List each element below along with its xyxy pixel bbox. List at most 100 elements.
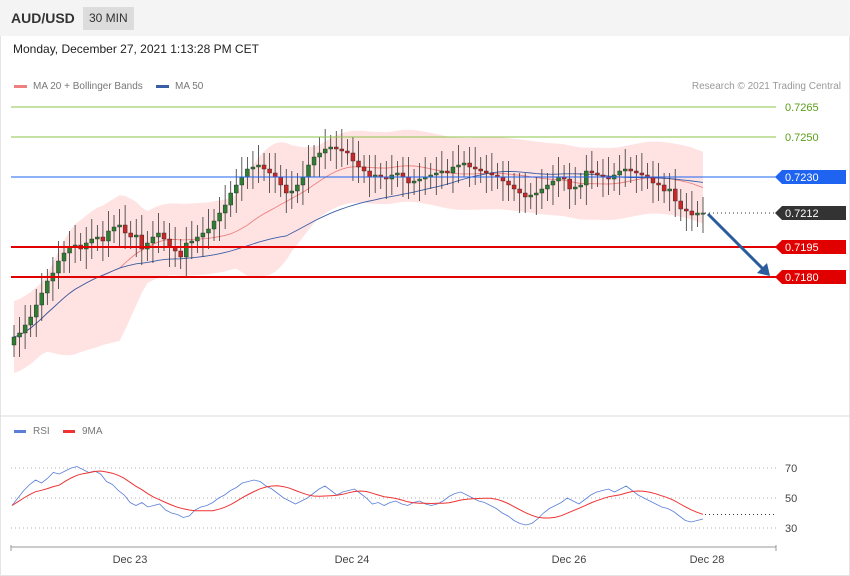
candle-body xyxy=(239,176,245,186)
rsi-legend-label: RSI xyxy=(33,426,50,437)
candle-body xyxy=(34,304,39,318)
candle-body xyxy=(584,170,589,186)
candle-body xyxy=(272,172,278,178)
candle-body xyxy=(56,260,61,274)
candle-body xyxy=(328,146,333,150)
candle-body xyxy=(628,168,633,172)
candle-body xyxy=(300,176,306,186)
rsi-tick-70: 70 xyxy=(785,463,797,475)
candle-body xyxy=(206,228,211,234)
candle-body xyxy=(439,170,445,174)
candle-body xyxy=(22,324,28,334)
candle-body xyxy=(639,172,645,176)
candle-body xyxy=(245,168,250,178)
candle-body xyxy=(228,192,233,206)
level-label-bg-0.7195 xyxy=(775,240,846,254)
ma20-legend-swatch xyxy=(14,85,27,88)
candle-body xyxy=(356,160,361,168)
candle-body xyxy=(289,190,295,194)
timeframe-badge[interactable]: 30 MIN xyxy=(83,7,134,30)
candle-body xyxy=(461,162,467,166)
candle-body xyxy=(100,236,106,242)
candle-body xyxy=(506,180,511,186)
rsi-ma-legend-label: 9MA xyxy=(82,426,103,437)
candle-body xyxy=(700,212,706,215)
candle-body xyxy=(134,234,139,238)
candle-body xyxy=(411,180,417,184)
ma50-legend-label: MA 50 xyxy=(175,81,204,92)
level-label-0.7265: 0.7265 xyxy=(785,102,819,114)
candle-body xyxy=(534,192,539,196)
candle-body xyxy=(500,176,506,182)
candle-body xyxy=(573,186,578,190)
candle-body xyxy=(156,232,161,238)
candle-body xyxy=(39,292,44,306)
candle-body xyxy=(89,238,94,244)
candle-body xyxy=(234,184,239,194)
candle-body xyxy=(539,188,545,194)
candle-body xyxy=(211,220,217,230)
level-label-0.7230: 0.7230 xyxy=(785,172,819,184)
candle-body xyxy=(195,236,200,242)
currency-pair-title: AUD/USD xyxy=(11,10,75,26)
candle-body xyxy=(106,230,111,242)
candle-body xyxy=(595,172,600,176)
candle-body xyxy=(484,170,489,174)
candle-body xyxy=(184,242,189,258)
candle-body xyxy=(550,180,556,186)
candle-body xyxy=(117,224,122,228)
candle-body xyxy=(478,168,483,172)
candle-body xyxy=(695,212,700,216)
candle-body xyxy=(661,184,667,192)
x-tick-label: Dec 23 xyxy=(113,554,148,566)
level-label-bg-0.7212 xyxy=(775,206,846,220)
candle-body xyxy=(278,176,283,186)
candle-body xyxy=(528,194,533,198)
candle-body xyxy=(578,184,583,188)
candle-body xyxy=(284,184,289,194)
candle-body xyxy=(689,210,695,216)
candle-body xyxy=(567,178,572,190)
candle-body xyxy=(406,176,411,184)
candle-body xyxy=(334,146,339,150)
candle-body xyxy=(306,164,311,178)
candle-body xyxy=(545,184,550,190)
level-label-0.7250: 0.7250 xyxy=(785,132,819,144)
candle-body xyxy=(256,164,261,168)
candle-body xyxy=(489,172,495,176)
ma20-legend-label: MA 20 + Bollinger Bands xyxy=(33,81,143,92)
level-label-0.7212: 0.7212 xyxy=(785,208,819,220)
candle-body xyxy=(261,164,267,170)
candle-body xyxy=(417,178,422,182)
candle-body xyxy=(95,236,100,240)
candle-body xyxy=(250,166,256,170)
research-credit: Research © 2021 Trading Central xyxy=(691,81,841,92)
candle-body xyxy=(122,224,128,234)
candle-body xyxy=(128,232,133,238)
level-label-bg-0.7180 xyxy=(775,270,846,284)
candle-body xyxy=(200,232,206,238)
projection-arrow xyxy=(706,212,766,272)
candle-body xyxy=(634,170,639,174)
candle-body xyxy=(395,172,400,176)
candle-body xyxy=(61,252,67,262)
candle-body xyxy=(150,236,156,244)
candle-body xyxy=(673,188,678,202)
rsi-legend-swatch xyxy=(14,430,26,433)
candle-body xyxy=(650,176,656,184)
candle-body xyxy=(361,166,367,172)
candle-body xyxy=(623,168,628,172)
candle-body xyxy=(511,184,517,190)
candle-body xyxy=(28,316,33,326)
candle-body xyxy=(456,164,461,168)
rsi-ma-legend-swatch xyxy=(63,430,75,433)
rsi-ma-line xyxy=(11,470,704,519)
candle-body xyxy=(450,166,456,174)
candle-body xyxy=(522,192,528,198)
candle-body xyxy=(367,170,372,178)
level-label-0.7195: 0.7195 xyxy=(785,242,819,254)
rsi-tick-50: 50 xyxy=(785,493,797,505)
rsi-tick-30: 30 xyxy=(785,523,797,535)
candle-body xyxy=(17,332,22,338)
